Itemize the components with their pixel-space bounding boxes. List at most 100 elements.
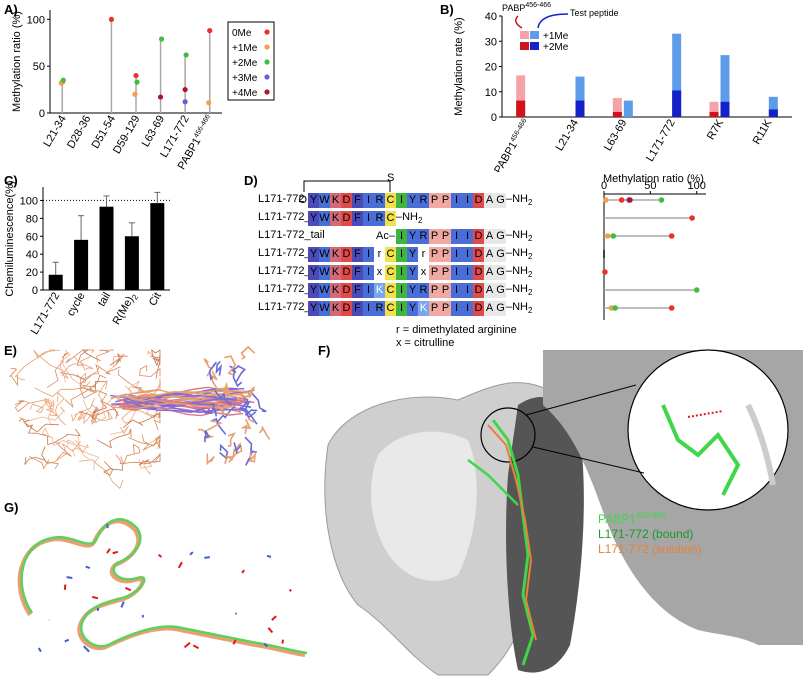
data-point: [610, 233, 617, 239]
ensemble-tail: [204, 429, 210, 443]
legend-label: 0Me: [232, 28, 252, 39]
y-tick-label: 20: [26, 267, 38, 279]
residue: I: [462, 192, 473, 208]
ensemble-strand: [96, 349, 115, 363]
data-point: [182, 86, 188, 93]
residue: I: [363, 300, 374, 316]
legend-label: +4Me: [232, 88, 258, 99]
sequence-row: Y W K D F I R C I Y K P P I I D A G –NH2: [308, 300, 532, 316]
ensemble-strand: [83, 398, 113, 425]
residue: I: [363, 246, 374, 262]
residue: P: [440, 300, 451, 316]
ensemble-strand: [34, 381, 91, 398]
ensemble-strand: [76, 349, 101, 366]
ensemble-strand: [23, 419, 59, 432]
y-tick-label: 60: [26, 231, 38, 243]
residue: P: [440, 192, 451, 208]
y-tick-label: 0: [32, 285, 38, 297]
sequence-suffix: –NH2: [396, 210, 423, 226]
bar: [575, 76, 585, 117]
ensemble-strand: [48, 391, 65, 417]
x-tick-label: Cit: [147, 291, 164, 309]
side-chain: [124, 586, 132, 592]
ensemble-strand: [44, 397, 55, 426]
residue: I: [451, 300, 462, 316]
residue: I: [396, 282, 407, 298]
residue: P: [429, 228, 440, 244]
ensemble-tail: [208, 361, 218, 381]
panel-label-f: F): [318, 343, 331, 358]
x-tick-label: tail: [96, 291, 113, 309]
ensemble-strand: [46, 352, 69, 388]
residue: F: [352, 210, 363, 226]
residue: I: [451, 282, 462, 298]
residue: I: [396, 264, 407, 280]
residue: D: [473, 264, 484, 280]
peptide-solution: [487, 424, 537, 641]
ensemble-strand: [71, 447, 100, 471]
residue: Y: [308, 246, 319, 262]
side-chain: [83, 645, 90, 653]
data-point: [612, 305, 618, 311]
structure-label: PABP1456-466: [598, 511, 666, 526]
y-tick-label: 100: [20, 195, 38, 207]
bar: [74, 239, 89, 290]
residue: G: [495, 246, 506, 262]
panel-d-lollipop-chart: Methylation ratio (%)0 50 100: [601, 173, 706, 320]
ensemble-strand: [29, 455, 60, 470]
bar: [575, 100, 585, 117]
panel-b-bar-chart: 0 10 20 30 40 Methylation rate (%) PABP1456-46…: [453, 2, 792, 172]
bar: [720, 55, 730, 117]
data-point: [134, 79, 140, 85]
ensemble-strand: [79, 408, 119, 422]
ensemble-strand: [43, 399, 67, 426]
side-chain: [66, 576, 73, 579]
ensemble-strand: [106, 353, 129, 373]
residue: F: [352, 246, 363, 262]
residue: Y: [407, 228, 418, 244]
surface-highlight: [371, 431, 477, 581]
bracket-label: S: [387, 172, 394, 184]
side-chain: [281, 639, 285, 644]
residue: I: [363, 282, 374, 298]
ensemble-strand: [24, 446, 47, 465]
residue: D: [341, 264, 352, 280]
y-axis-label: Methylation rate (%): [453, 17, 465, 115]
residue: K: [330, 210, 341, 226]
bar: [768, 109, 778, 117]
residue: D: [341, 300, 352, 316]
ensemble-core: [126, 402, 246, 411]
ensemble-tail: [227, 432, 237, 447]
pabp-peptide: [467, 459, 519, 506]
sequence-suffix: –NH2: [506, 228, 533, 244]
ensemble-tail: [214, 390, 232, 406]
side-chain: [266, 554, 272, 558]
residue: P: [429, 264, 440, 280]
bar: [516, 100, 526, 117]
residue: C: [385, 246, 396, 262]
ensemble-tail: [240, 345, 256, 360]
side-chain: [85, 565, 91, 569]
sequence-row: Y W K D F I K C I Y R P P I I D A G –NH2: [308, 282, 532, 298]
residue: A: [484, 300, 495, 316]
structure-label: L171-772 (solution): [598, 542, 702, 556]
data-point: [108, 16, 115, 22]
data-point: [157, 94, 164, 100]
residue: R: [374, 192, 385, 208]
ensemble-strand: [59, 349, 71, 383]
residue: A: [484, 282, 495, 298]
ensemble-tail: [211, 417, 227, 435]
x-tick-label: L171-772: [29, 291, 63, 337]
data-point: [618, 197, 625, 203]
residue: I: [462, 246, 473, 262]
residue: I: [363, 264, 374, 280]
y-axis-label: Chemiluminescence(%): [4, 180, 16, 296]
ensemble-tail: [218, 387, 229, 398]
data-point: [658, 197, 665, 203]
sequence-row: O Y W K D F I R C I Y R P P I I D A G –NH2: [298, 192, 532, 208]
ensemble-strand: [18, 418, 50, 438]
sequence-legend-item: x = citrulline: [396, 337, 454, 349]
ensemble-strand: [139, 365, 161, 378]
